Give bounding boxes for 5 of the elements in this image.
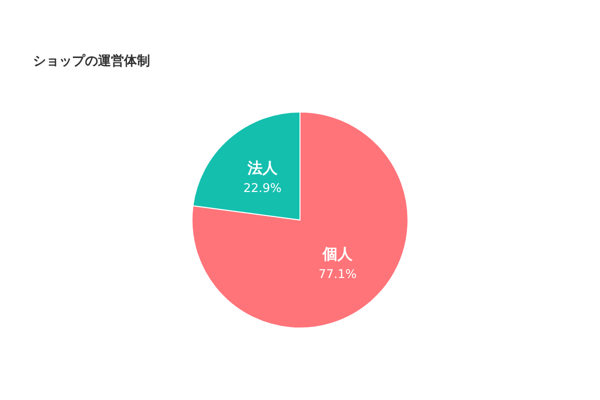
data-label: 22.9% (243, 181, 282, 196)
slice-label: 法人 (246, 159, 278, 178)
slice-label: 個人 (322, 244, 354, 263)
chart-title: ショップの運営体制 (33, 53, 150, 69)
data-label: 77.1% (318, 266, 357, 281)
